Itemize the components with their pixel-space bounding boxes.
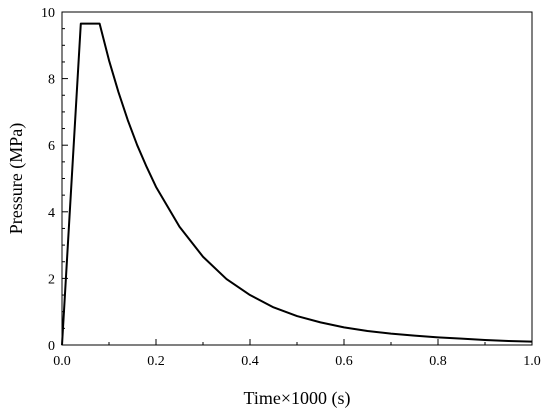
x-tick-label: 1.0 (523, 354, 541, 369)
x-tick-label: 0.2 (147, 354, 165, 369)
x-tick-label: 0.0 (53, 354, 71, 369)
y-tick-label: 10 (41, 6, 55, 21)
x-axis-title: Time×1000 (s) (244, 388, 351, 409)
x-tick-label: 0.8 (429, 354, 447, 369)
x-tick-label: 0.4 (241, 354, 259, 369)
plot-area: 0.0 0.2 0.4 0.6 0.8 1.0 0 2 4 6 8 10 (41, 6, 541, 369)
y-tick-label: 0 (48, 339, 55, 354)
y-tick-label: 2 (48, 272, 55, 287)
pressure-curve (61, 22, 533, 346)
y-tick-label: 4 (48, 206, 55, 221)
y-tick-label: 8 (48, 73, 55, 88)
y-axis-title: Pressure (MPa) (6, 123, 27, 234)
y-tick-label: 6 (48, 139, 55, 154)
x-tick-label: 0.6 (335, 354, 353, 369)
